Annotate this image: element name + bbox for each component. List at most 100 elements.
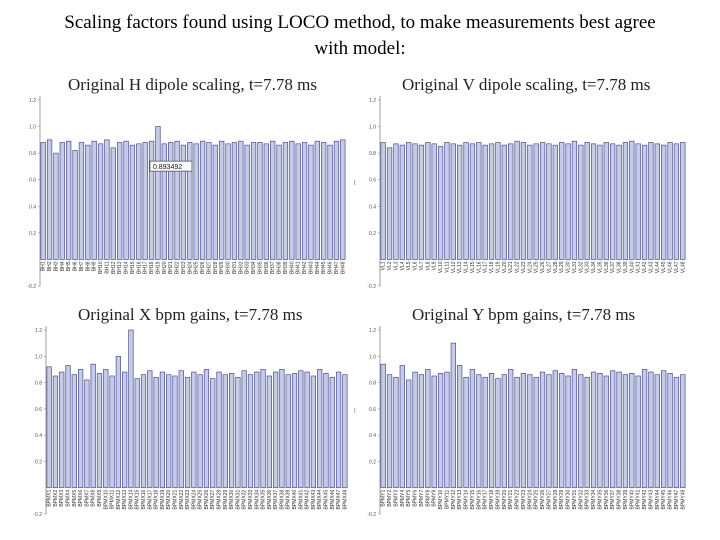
h-dipole-bar <box>295 143 301 260</box>
h-dipole-tooltip-text: 0.893492 <box>153 164 182 171</box>
v-dipole-chart-title: Original V dipole scaling, t=7.78 ms <box>402 75 650 94</box>
x-bpm-bar <box>235 376 241 489</box>
v-dipole-y-tick-label: 1.0 <box>369 125 376 131</box>
x-bpm-x-label: BPMX8 <box>91 489 97 506</box>
y-bpm-bar <box>571 369 578 489</box>
y-bpm-x-label: BPMY35 <box>597 489 603 509</box>
slide-title: Scaling factors found using LOCO method,… <box>0 10 720 62</box>
y-bpm-bar <box>386 374 393 489</box>
x-bpm-bar <box>191 371 197 489</box>
y-bpm-bar <box>673 376 680 489</box>
v-dipole-bar <box>635 143 641 260</box>
slide-title-line-1: Scaling factors found using LOCO method,… <box>64 12 656 33</box>
v-dipole-bar <box>406 142 412 260</box>
h-dipole-bar <box>212 144 218 260</box>
x-bpm-x-label: BPMX20 <box>166 489 172 509</box>
v-dipole-x-label: VL7 <box>419 261 425 270</box>
x-bpm-x-label: BPMX35 <box>261 489 267 509</box>
x-bpm-x-label: BPMX24 <box>191 489 197 509</box>
v-dipole-y-tick-label: 0.4 <box>369 204 376 210</box>
v-dipole-x-label: VL4 <box>400 261 406 270</box>
x-bpm-bar <box>197 374 203 489</box>
h-dipole-bar <box>199 140 206 260</box>
h-dipole-x-label: BH22 <box>175 261 181 274</box>
h-dipole-bar <box>193 143 199 260</box>
y-bpm-bar <box>539 371 546 489</box>
h-dipole-x-label: BH40 <box>289 261 295 274</box>
x-bpm-gains-svg: Original X bpm gains, t=7.78 ms -0.2 0.2 0.… <box>33 305 348 518</box>
y-bpm-x-label: BPMY12 <box>451 489 457 509</box>
x-bpm-x-label: BPMX7 <box>84 489 90 506</box>
x-bpm-x-label: BPMX14 <box>128 489 134 509</box>
v-dipole-bar <box>495 142 501 260</box>
x-bpm-bar <box>184 376 191 489</box>
y-bpm-bar <box>603 375 609 489</box>
x-bpm-x-label: BPMX2 <box>53 489 59 506</box>
v-dipole-x-label: VL42 <box>642 261 648 273</box>
y-bpm-bar <box>437 373 444 489</box>
h-dipole-bar <box>117 142 123 260</box>
h-dipole-x-label: BH25 <box>194 261 200 274</box>
x-bpm-x-label: BPMX25 <box>198 489 204 509</box>
v-dipole-bar <box>629 140 635 260</box>
h-dipole-bar <box>85 144 91 260</box>
x-bpm-bar <box>247 374 254 489</box>
v-dipole-bar <box>648 142 654 260</box>
v-dipole-x-label: VL11 <box>444 261 450 273</box>
v-dipole-bar <box>444 142 450 260</box>
slide-title-line-2: with model: <box>314 38 406 59</box>
v-dipole-bar <box>559 142 565 260</box>
h-dipole-bar <box>314 140 320 260</box>
y-bpm-bar <box>648 371 654 489</box>
x-bpm-x-label: BPMX32 <box>242 489 248 509</box>
h-dipole-bar <box>148 140 155 260</box>
v-dipole-bar <box>527 144 533 260</box>
x-bpm-bar <box>228 373 235 489</box>
h-dipole-x-label: BH33 <box>245 261 251 274</box>
v-dipole-bar <box>565 143 571 260</box>
y-bpm-x-label: BPMY32 <box>578 489 584 509</box>
h-dipole-x-label: BH39 <box>283 261 289 274</box>
h-dipole-bar <box>123 140 129 260</box>
x-bpm-x-label: BPMX34 <box>254 489 260 509</box>
h-dipole-x-label: BH9 <box>92 261 98 271</box>
x-bpm-bar <box>134 378 140 489</box>
h-dipole-x-label: BH21 <box>168 261 174 274</box>
v-dipole-x-label: VL48 <box>680 261 686 273</box>
y-bpm-x-label: BPMY23 <box>521 489 527 509</box>
y-bpm-bar <box>546 374 552 489</box>
y-bpm-x-label: BPMY40 <box>629 489 635 509</box>
v-dipole-bar <box>571 140 578 260</box>
y-bpm-y-tick-label: 0.2 <box>369 459 376 465</box>
v-dipole-x-label: VL27 <box>546 261 552 273</box>
y-bpm-x-label: BPMY34 <box>591 489 597 509</box>
x-bpm-bar <box>216 371 222 489</box>
h-dipole-bar <box>59 142 65 260</box>
v-dipole-x-label: VL35 <box>597 261 603 273</box>
y-bpm-x-label: BPMY16 <box>476 489 482 509</box>
x-bpm-bar <box>291 373 298 489</box>
v-dipole-bar <box>437 146 444 260</box>
x-bpm-x-label: BPMX36 <box>267 489 273 509</box>
x-bpm-bar <box>153 376 159 489</box>
y-bpm-x-label: BPMY27 <box>546 489 552 509</box>
y-bpm-x-label: BPMY45 <box>661 489 667 509</box>
x-bpm-bar <box>122 371 128 489</box>
x-bpm-bar <box>128 329 134 489</box>
x-bpm-y-tick-label: 0.2 <box>35 459 42 465</box>
v-dipole-bar <box>386 147 393 260</box>
y-bpm-x-label: BPMY15 <box>470 489 476 509</box>
x-bpm-bar <box>279 369 285 489</box>
y-bpm-y-tick-label: 0.4 <box>369 433 376 439</box>
v-dipole-x-label: VL38 <box>617 261 623 273</box>
v-dipole-bar <box>680 142 686 260</box>
y-bpm-x-label: BPMY10 <box>438 489 444 509</box>
x-bpm-bar <box>285 374 291 489</box>
x-bpm-x-label: BPMX30 <box>229 489 235 509</box>
v-dipole-x-label: VL19 <box>495 261 501 273</box>
h-dipole-bar <box>263 143 269 260</box>
h-dipole-bar <box>282 142 289 260</box>
h-dipole-bar <box>91 140 97 260</box>
h-dipole-x-label: BH18 <box>149 261 155 274</box>
h-dipole-y-tick-label: 1.2 <box>29 98 36 104</box>
